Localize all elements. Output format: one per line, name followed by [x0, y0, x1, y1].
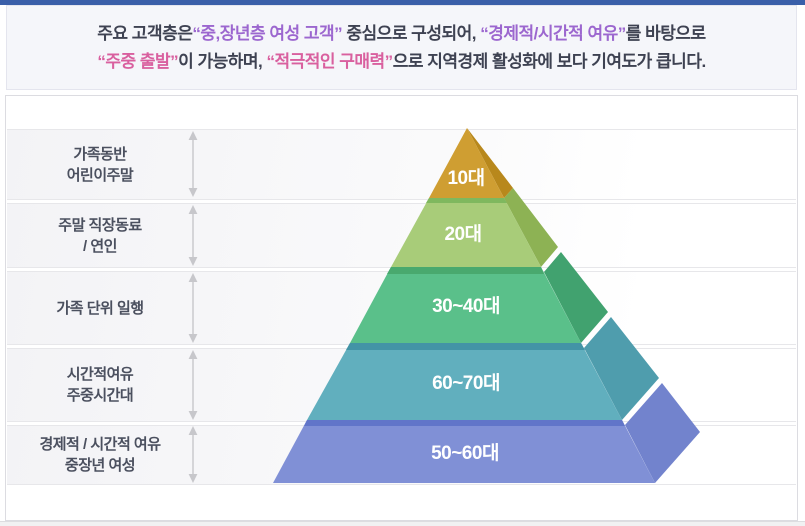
level-front-face: [273, 420, 655, 483]
pyramid-level-30-40: 30~40대: [350, 252, 608, 343]
age-band-label: 30~40대: [432, 295, 500, 317]
segment-label-3: 가족 단위 일행: [14, 271, 186, 345]
segment-label-4: 시간적여유 주중시간대: [14, 348, 186, 422]
summary-segment-default: 중심으로 구성되어,: [342, 23, 481, 43]
segment-label-text: 경제적 / 시간적 여유: [39, 436, 161, 453]
summary-segment-purple: “중,장년층 여성 고객”: [192, 23, 343, 43]
summary-segment-default: 이 가능하며,: [178, 51, 267, 71]
age-band-label: 20대: [444, 223, 481, 245]
level-front-face: [307, 343, 622, 420]
summary-segment-pink: “적극적인 구매력”: [266, 51, 393, 71]
range-arrow-2: [188, 205, 198, 266]
range-arrow-1: [188, 131, 198, 197]
segment-label-text: 주중시간대: [66, 387, 134, 404]
pyramid-level-20: 20대: [391, 188, 558, 267]
level-side-face: [467, 128, 513, 198]
range-arrow-3: [188, 273, 198, 343]
summary-line-1: 주요 고객층은“중,장년층 여성 고객” 중심으로 구성되어, “경제적/시간적…: [97, 20, 706, 48]
pyramid-level-50-60: 50~60대: [273, 383, 700, 483]
top-accent-bar: [0, 0, 805, 5]
summary-segment-pink: “주중 출발”: [97, 51, 179, 71]
segment-label-text: / 연인: [83, 237, 117, 255]
range-arrows: [188, 131, 198, 483]
level-side-face: [504, 188, 558, 267]
age-band-label: 10대: [447, 167, 484, 189]
level-side-face: [625, 383, 700, 483]
segment-label-text: 가족동반: [73, 145, 127, 163]
segment-label-text: 중장년 여성: [64, 457, 136, 474]
age-band-label: 50~60대: [431, 442, 499, 464]
segment-label-5: 경제적 / 시간적 여유 중장년 여성: [14, 425, 186, 485]
summary-segment-default: 으로 지역경제 활성화에 보다 기여도가 큽니다.: [392, 51, 707, 71]
segment-label-text: 가족 단위 일행: [56, 299, 144, 317]
level-front-face: [429, 128, 504, 198]
level-top-edge: [304, 420, 625, 426]
range-arrow-5: [188, 426, 198, 483]
row-strip-1: [7, 129, 796, 200]
segment-label-1: 가족동반 어린이주말: [14, 129, 186, 200]
age-band-label: 60~70대: [432, 372, 500, 394]
summary-header: 주요 고객층은“중,장년층 여성 고객” 중심으로 구성되어, “경제적/시간적…: [6, 5, 797, 90]
range-arrow-4: [188, 350, 198, 420]
summary-segment-default: 를 바탕으로: [625, 23, 706, 43]
pyramid-level-60-70: 60~70대: [307, 317, 659, 420]
segment-label-text: 시간적여유: [66, 366, 134, 383]
level-front-face: [391, 198, 541, 267]
summary-segment-purple: “경제적/시간적 여유”: [480, 23, 626, 43]
level-top-edge: [387, 267, 544, 274]
segment-label-2: 주말 직장동료 / 연인: [14, 203, 186, 268]
pyramid-level-10: 10대: [429, 128, 513, 198]
summary-segment-default: 주요 고객층은: [97, 23, 193, 43]
level-front-face: [350, 267, 581, 343]
level-side-face: [544, 252, 608, 343]
summary-line-2: “주중 출발”이 가능하며, “적극적인 구매력”으로 지역경제 활성화에 보다…: [97, 48, 707, 76]
level-top-edge: [346, 343, 585, 350]
level-top-edge: [426, 198, 507, 203]
segment-label-text: 어린이주말: [66, 166, 134, 184]
level-side-face: [584, 317, 659, 420]
segment-label-text: 주말 직장동료: [58, 216, 142, 234]
page-bottom-edge: [0, 521, 805, 526]
